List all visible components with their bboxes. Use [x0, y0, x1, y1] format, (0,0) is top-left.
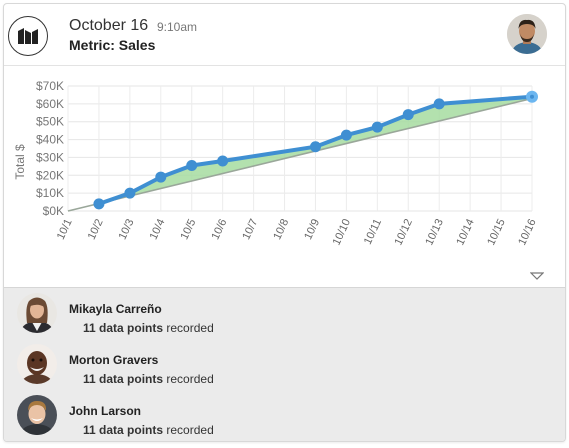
activity-card: October 16 9:10am Metric: Sales $0K $10K $…: [3, 3, 566, 442]
data-point[interactable]: [155, 171, 167, 183]
y-tick-label: $0K: [43, 204, 64, 218]
y-tick-label: $70K: [36, 79, 64, 93]
x-tick-label: 10/5: [179, 217, 199, 241]
card-header: October 16 9:10am Metric: Sales: [4, 4, 565, 66]
chart-gridlines: [67, 85, 533, 212]
data-point[interactable]: [93, 198, 105, 210]
entry-date: October 16: [69, 17, 149, 34]
activity-suffix: recorded: [166, 321, 214, 335]
data-points: [93, 90, 538, 210]
sales-chart: $0K $10K $20K $30K $40K $50K $60K $70K 10/1 10/2…: [13, 79, 539, 247]
y-tick-label: $10K: [36, 186, 64, 200]
entry-time: 9:10am: [157, 20, 198, 34]
header-divider: [4, 65, 565, 66]
x-tick-label: 10/14: [454, 217, 477, 247]
x-tick-label: 10/3: [117, 217, 137, 241]
data-point-count: 11 data points: [83, 321, 164, 335]
data-point[interactable]: [309, 141, 321, 153]
x-tick-label: 10/13: [423, 217, 446, 247]
x-tick-label: 10/2: [86, 217, 106, 241]
avatar: [17, 344, 57, 384]
list-item[interactable]: John Larson 11 data points recorded: [4, 391, 565, 441]
avatar-image: [507, 14, 547, 54]
data-point[interactable]: [340, 129, 352, 141]
x-tick-label: 10/4: [148, 217, 168, 241]
user-name: Morton Gravers: [69, 353, 159, 367]
x-tick-label: 10/7: [240, 217, 260, 241]
user-activity: 11 data points recorded: [83, 321, 214, 335]
activity-suffix: recorded: [166, 372, 214, 386]
x-tick-label: 10/8: [271, 217, 291, 241]
list-item[interactable]: Morton Gravers 11 data points recorded: [4, 340, 565, 391]
y-tick-label: $20K: [36, 168, 64, 182]
user-name: John Larson: [69, 404, 142, 418]
list-item[interactable]: Mikayla Carreño 11 data points recorded: [4, 289, 565, 340]
x-axis-ticks: 10/1 10/2 10/3 10/4 10/5 10/6 10/7 10/8 10/9 10/1…: [55, 217, 539, 247]
y-tick-label: $30K: [36, 150, 64, 164]
data-point-center: [530, 94, 534, 99]
avatar: [17, 293, 57, 333]
user-activity: 11 data points recorded: [83, 423, 214, 437]
x-tick-label: 10/15: [485, 217, 508, 247]
user-activity: 11 data points recorded: [83, 372, 214, 386]
app-logo: [8, 16, 48, 56]
metric-label: Metric: Sales: [69, 37, 156, 53]
data-point[interactable]: [186, 159, 198, 171]
data-point[interactable]: [124, 187, 136, 199]
x-tick-label: 10/1: [55, 217, 75, 241]
y-tick-label: $50K: [36, 115, 64, 129]
x-tick-label: 10/12: [392, 217, 415, 247]
data-point[interactable]: [402, 109, 414, 121]
data-point-count: 11 data points: [83, 372, 164, 386]
user-name: Mikayla Carreño: [69, 302, 162, 316]
data-point[interactable]: [433, 98, 445, 110]
y-tick-label: $40K: [36, 133, 64, 147]
y-axis-title: Total $: [13, 144, 27, 180]
trend-line: [67, 97, 533, 212]
avatar: [17, 395, 57, 435]
x-tick-label: 10/16: [516, 217, 539, 247]
y-axis-ticks: $0K $10K $20K $30K $40K $50K $60K $70K: [36, 79, 64, 218]
contributors-list: Mikayla Carreño 11 data points recorded …: [4, 287, 565, 441]
y-tick-label: $60K: [36, 97, 64, 111]
x-tick-label: 10/9: [302, 217, 322, 241]
current-user-avatar[interactable]: [507, 14, 547, 54]
data-point[interactable]: [371, 121, 383, 133]
x-tick-label: 10/10: [331, 217, 354, 247]
x-tick-label: 10/6: [209, 217, 229, 241]
data-point[interactable]: [217, 155, 229, 167]
chevron-down-icon[interactable]: [530, 272, 544, 281]
data-point-count: 11 data points: [83, 423, 164, 437]
logo-icon: [18, 28, 38, 44]
activity-suffix: recorded: [166, 423, 214, 437]
x-tick-label: 10/11: [362, 217, 384, 246]
